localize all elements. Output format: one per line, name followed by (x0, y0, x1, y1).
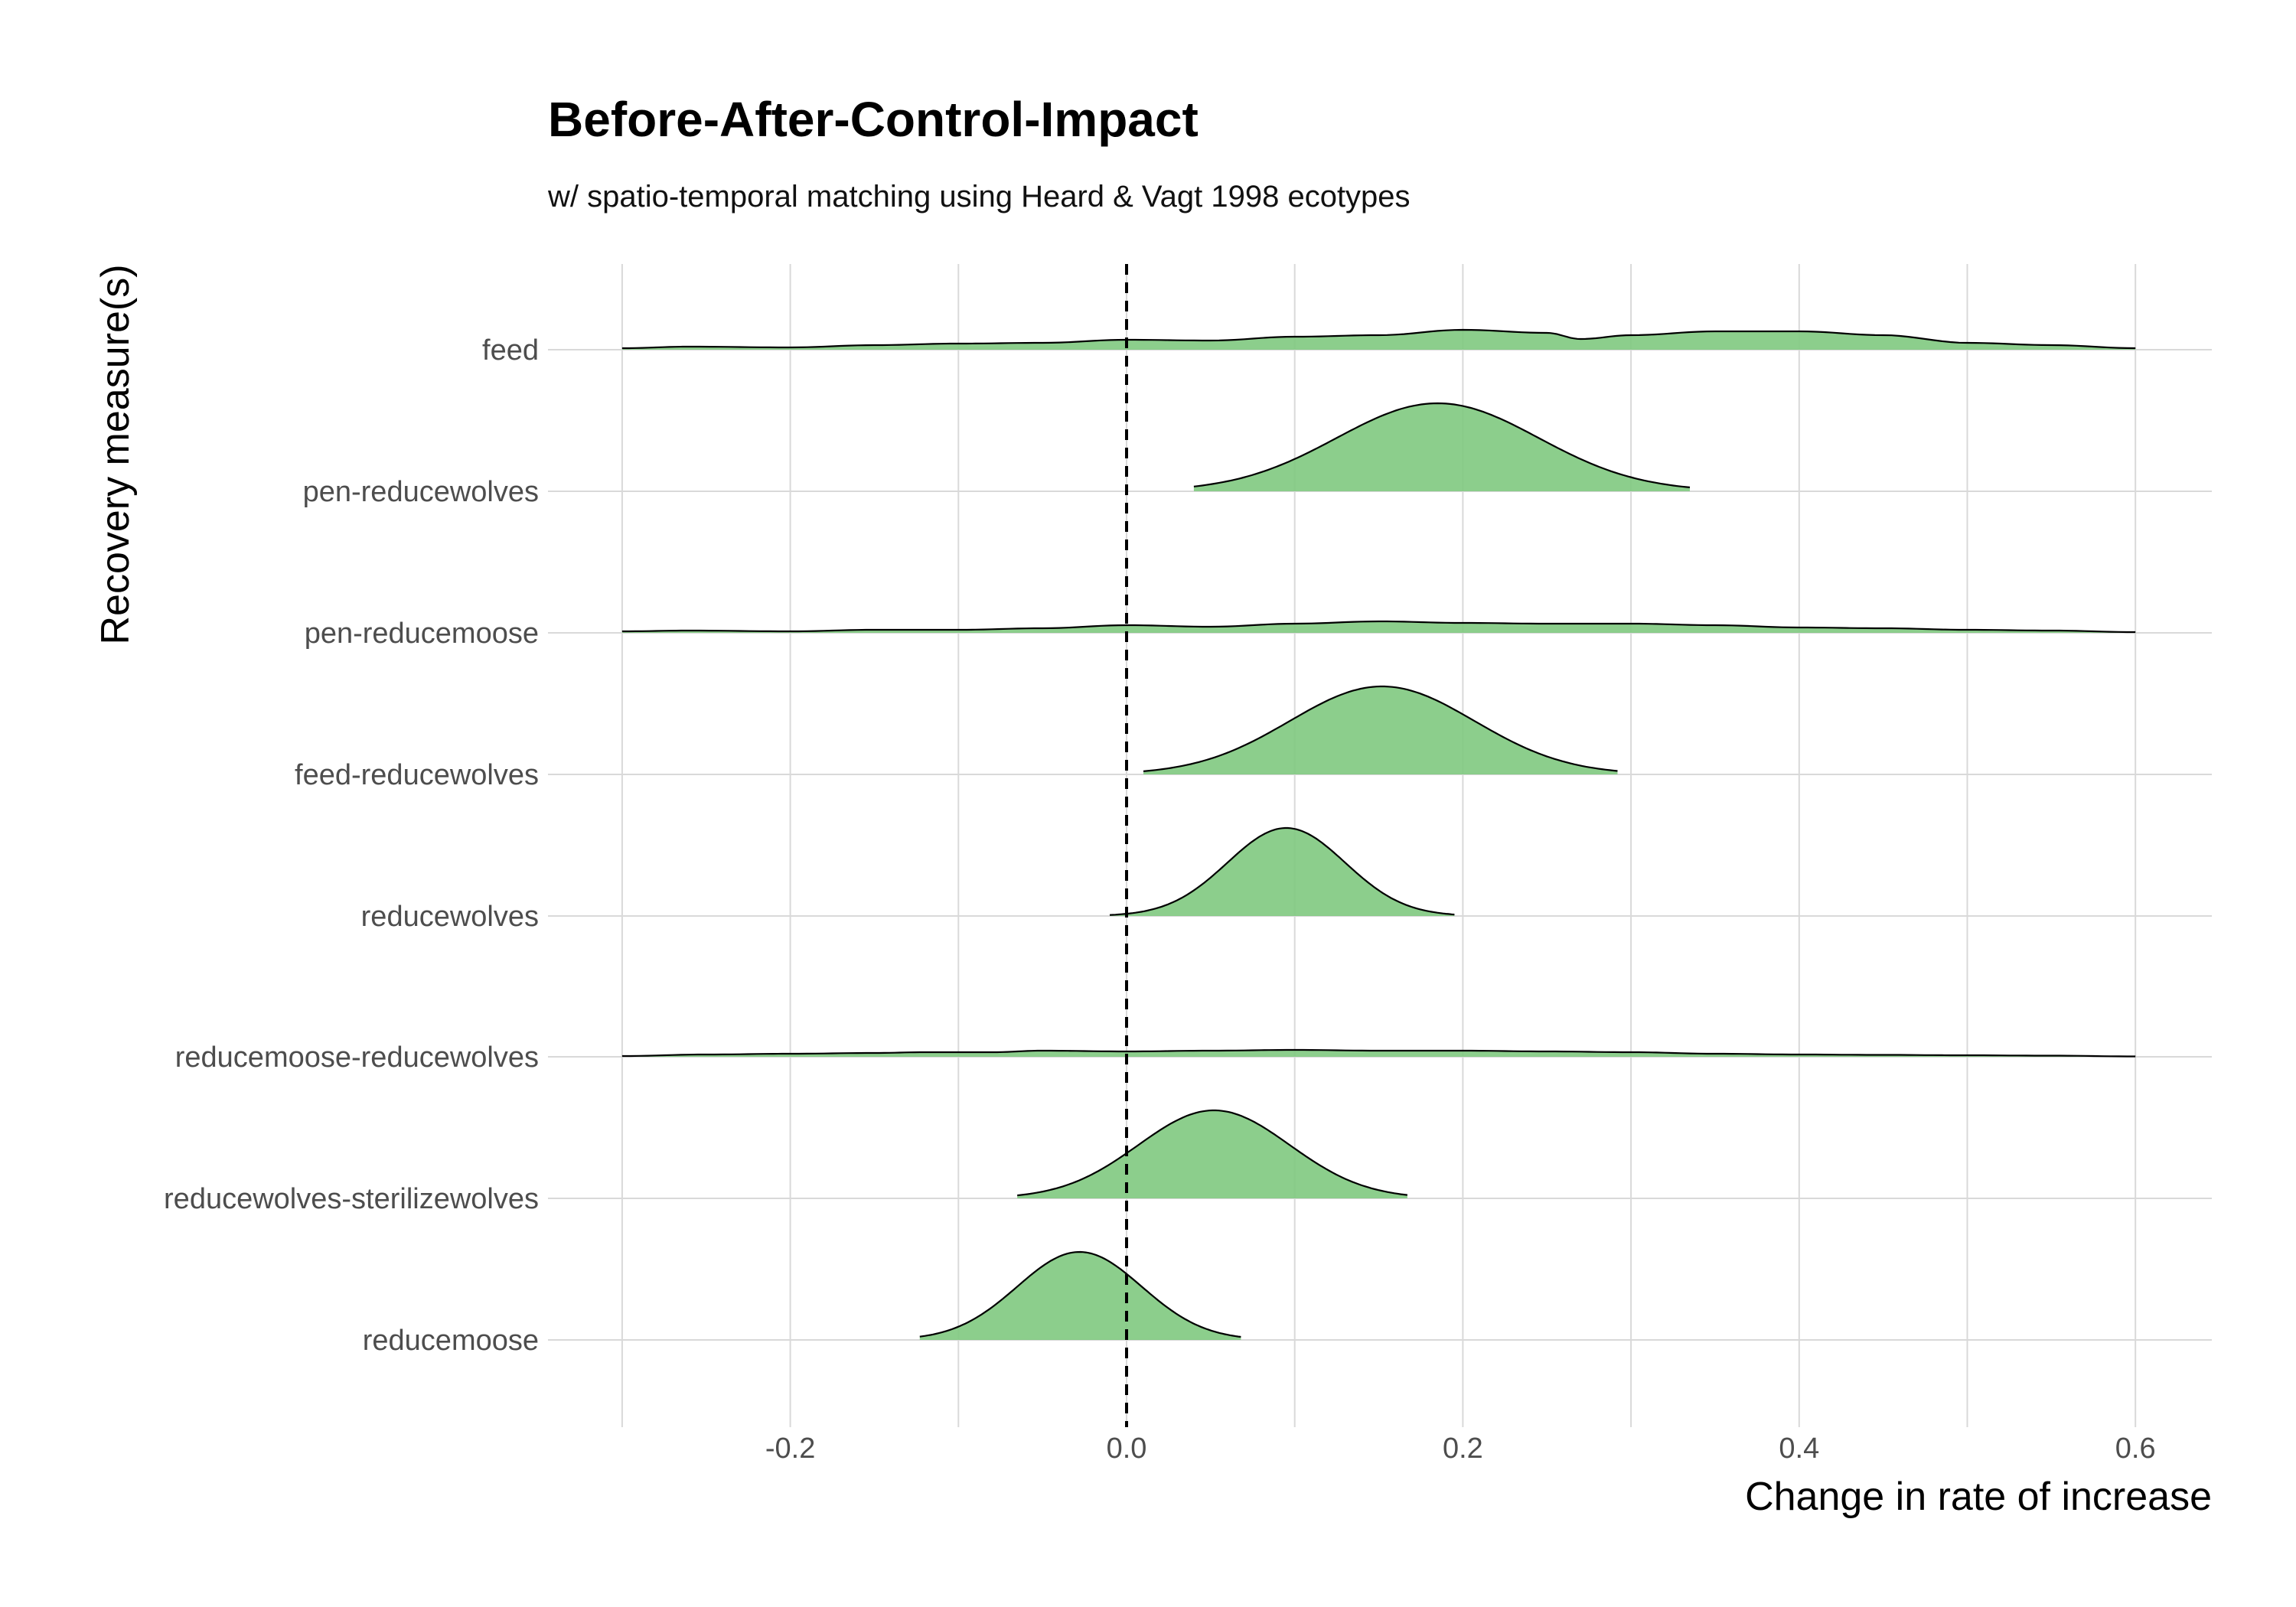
y-tick-label: reducewolves (361, 901, 539, 933)
y-tick-label: pen-reducewolves (303, 476, 539, 508)
y-tick-label: pen-reducemoose (305, 618, 539, 650)
x-tick-label: 0.2 (1443, 1433, 1483, 1465)
x-tick-label: 0.4 (1779, 1433, 1819, 1465)
ridge-fill-pen-reducemoose (621, 621, 2136, 633)
ridge-outline-reducemoose (919, 1250, 1241, 1338)
ridge-fill-reducewolves-sterilizewolves (1017, 1110, 1407, 1198)
ridge-fill-pen-reducewolves (1193, 403, 1690, 491)
ridge-outline-reducemoose-reducewolves (621, 1048, 2136, 1058)
chart-title: Before-After-Control-Impact (548, 92, 1199, 147)
ridge-fill-reducemoose (919, 1252, 1241, 1340)
ridge-outline-pen-reducewolves (1193, 402, 1691, 488)
x-tick-label: 0.6 (2115, 1433, 2156, 1465)
y-tick-label: feed (482, 334, 539, 367)
x-tick-label: 0.0 (1107, 1433, 1147, 1465)
ridge-layer (621, 328, 2136, 1340)
ridge-outline-feed (621, 328, 2136, 350)
x-axis-title: Change in rate of increase (1745, 1475, 2212, 1519)
ridge-fill-reducewolves (1110, 828, 1455, 916)
ridge-outline-reducewolves-sterilizewolves (1017, 1109, 1408, 1197)
x-tick-labels: -0.2 0.0 0.2 0.4 0.6 (765, 1433, 2156, 1465)
y-axis-title: Recovery measure(s) (93, 264, 138, 644)
ridge-outline-pen-reducemoose (621, 620, 2136, 634)
ridge-fill-feed (621, 330, 2136, 350)
chart-subtitle: w/ spatio-temporal matching using Heard … (547, 180, 1411, 214)
y-tick-labels: feed pen-reducewolves pen-reducemoose feed-… (164, 334, 539, 1357)
ridge-fill-reducemoose-reducewolves (621, 1050, 2136, 1057)
x-tick-label: -0.2 (765, 1433, 815, 1465)
y-tick-label: reducemoose (363, 1325, 539, 1357)
ridge-fill-feed-reducewolves (1143, 686, 1618, 774)
y-tick-label: feed-reducewolves (295, 759, 539, 791)
y-tick-label: reducewolves-sterilizewolves (164, 1183, 539, 1215)
ridge-outline-reducewolves (1109, 826, 1455, 916)
y-tick-label: reducemoose-reducewolves (175, 1041, 539, 1074)
ridge-outline-feed-reducewolves (1143, 685, 1618, 772)
